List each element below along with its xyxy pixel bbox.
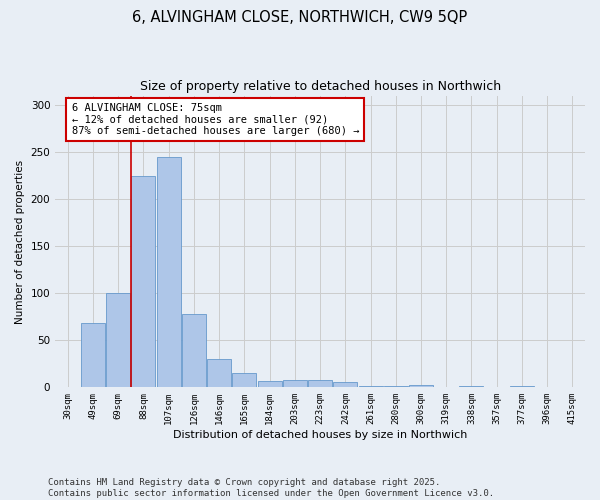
Bar — [359, 386, 383, 388]
Bar — [131, 176, 155, 388]
X-axis label: Distribution of detached houses by size in Northwich: Distribution of detached houses by size … — [173, 430, 467, 440]
Text: Contains HM Land Registry data © Crown copyright and database right 2025.
Contai: Contains HM Land Registry data © Crown c… — [48, 478, 494, 498]
Bar — [232, 373, 256, 388]
Bar — [257, 380, 281, 388]
Bar — [81, 324, 105, 388]
Bar — [106, 293, 130, 388]
Bar — [334, 382, 357, 388]
Bar — [182, 314, 206, 388]
Text: 6 ALVINGHAM CLOSE: 75sqm
← 12% of detached houses are smaller (92)
87% of semi-d: 6 ALVINGHAM CLOSE: 75sqm ← 12% of detach… — [71, 103, 359, 136]
Bar — [384, 386, 408, 388]
Bar — [460, 386, 484, 388]
Bar — [283, 380, 307, 388]
Y-axis label: Number of detached properties: Number of detached properties — [15, 160, 25, 324]
Bar — [157, 156, 181, 388]
Bar — [308, 380, 332, 388]
Bar — [510, 386, 534, 388]
Bar — [207, 359, 231, 388]
Bar — [409, 386, 433, 388]
Title: Size of property relative to detached houses in Northwich: Size of property relative to detached ho… — [140, 80, 500, 93]
Text: 6, ALVINGHAM CLOSE, NORTHWICH, CW9 5QP: 6, ALVINGHAM CLOSE, NORTHWICH, CW9 5QP — [133, 10, 467, 25]
